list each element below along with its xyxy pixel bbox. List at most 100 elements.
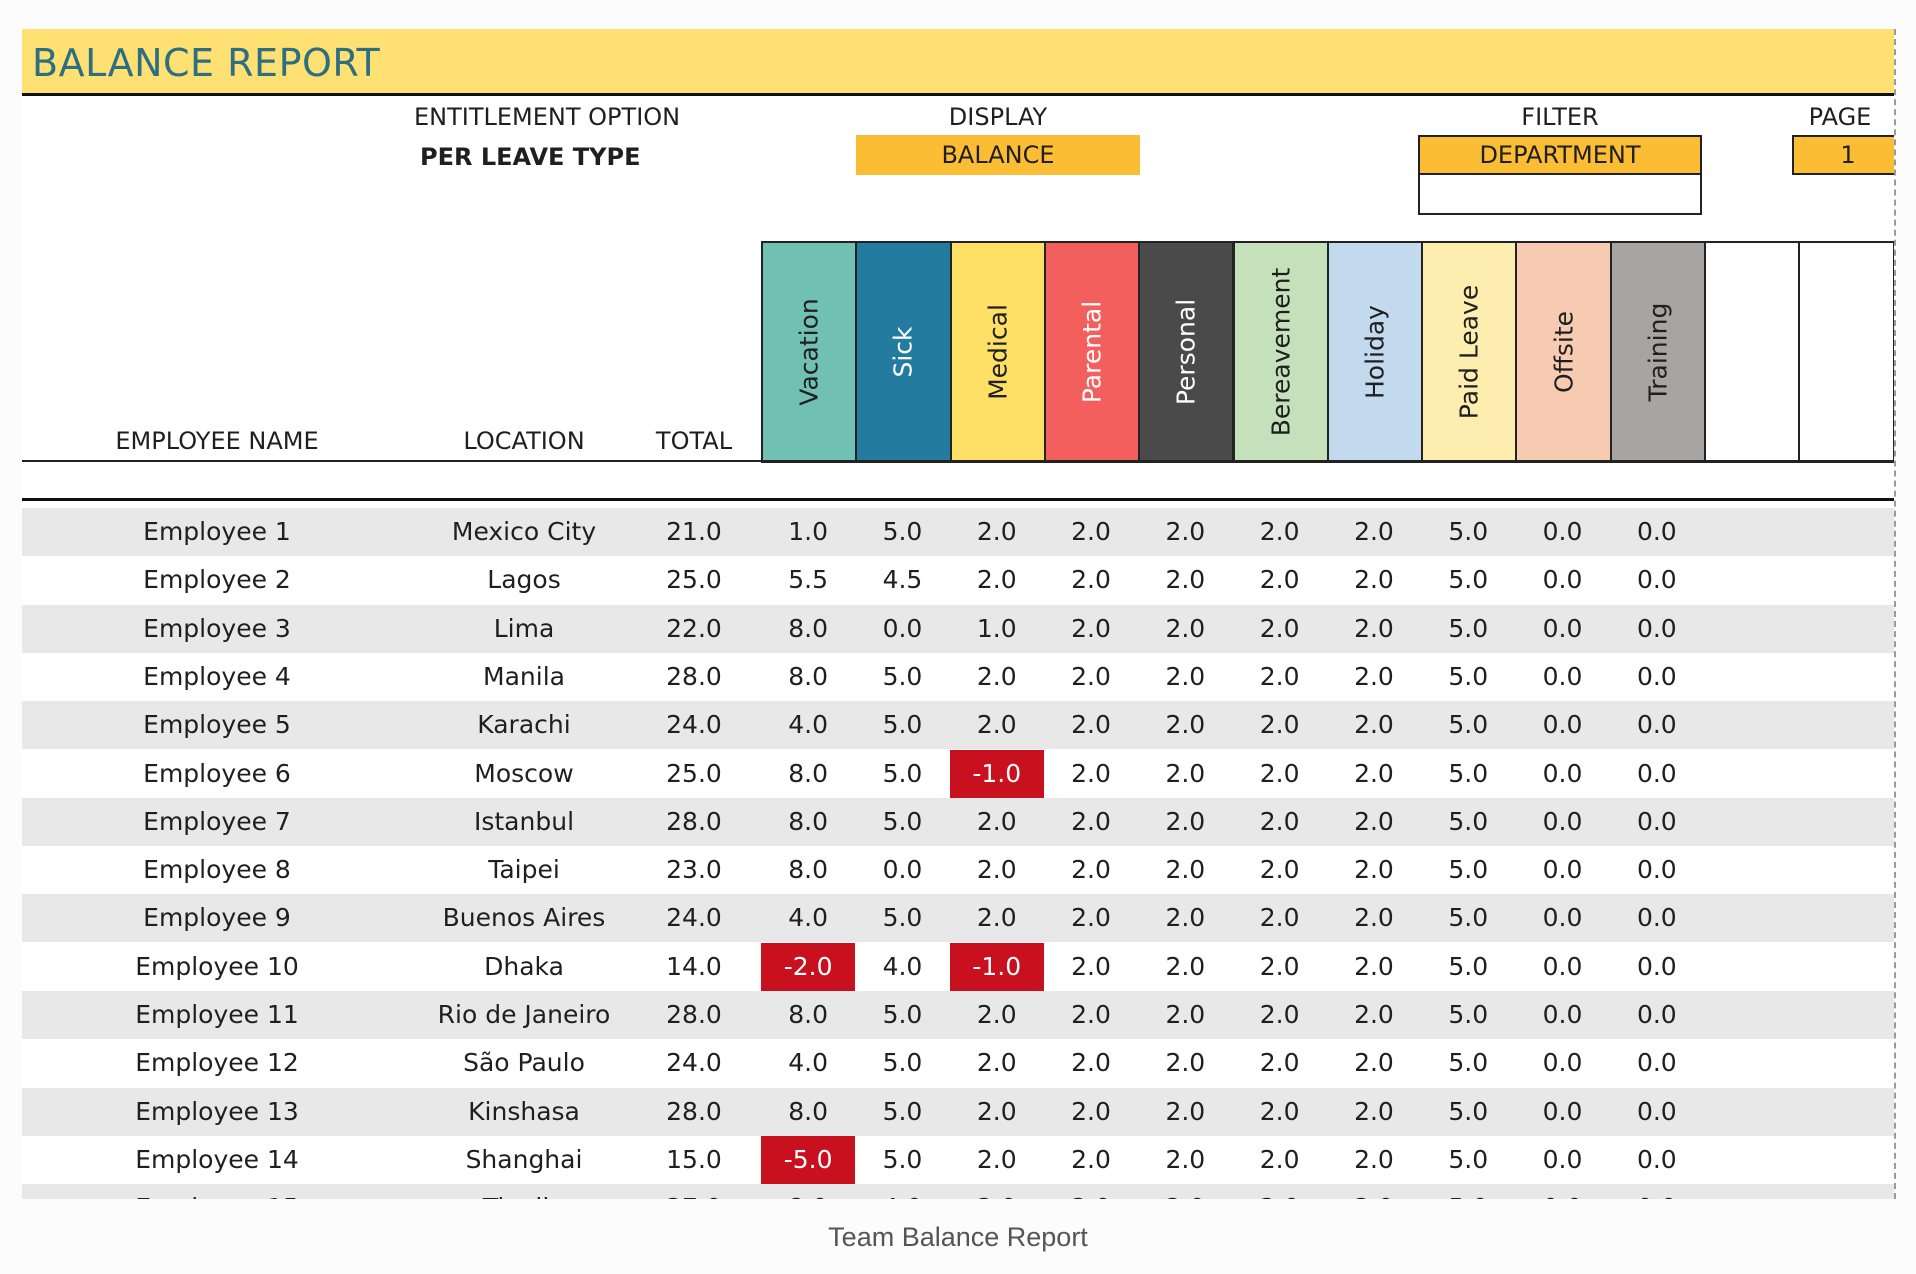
table-row[interactable]: Employee 7 Istanbul 28.0 8.0 5.0 2.0 2.0 2.0 2.0… <box>22 797 1894 846</box>
leave-type-header: Offsite <box>1515 241 1612 463</box>
balance-cell: 5.0 <box>882 1048 923 1078</box>
balance-cell: 5.0 <box>882 1000 923 1029</box>
report-title: BALANCE REPORT <box>32 41 381 85</box>
balance-cell: 0.0 <box>1636 1048 1677 1078</box>
leave-type-label: Bereavement <box>1266 267 1296 437</box>
balance-cell: 2.0 <box>976 855 1017 885</box>
table-row[interactable]: Employee 2 Lagos 25.0 5.5 4.5 2.0 2.0 2.0 2.0 2.0… <box>22 556 1894 604</box>
location-cell: Moscow <box>474 758 574 788</box>
table-row[interactable]: Employee 13 Kinshasa 28.0 8.0 5.0 2.0 2.0 2.0 2.… <box>22 1087 1894 1136</box>
total-cell: 22.0 <box>666 613 722 643</box>
table-row[interactable]: Employee 3 Lima 22.0 8.0 0.0 1.0 2.0 2.0 2.0 2.0 5… <box>22 604 1894 653</box>
balance-cell: -1.0 <box>949 942 1044 991</box>
employee-name-cell: Employee 5 <box>143 710 291 740</box>
table-row[interactable]: Employee 11 Rio de Janeiro 28.0 8.0 5.0 2.0 2.… <box>22 991 1894 1039</box>
total-cell: 14.0 <box>666 951 722 981</box>
balance-cell: 2.0 <box>1165 758 1206 788</box>
balance-cell: 2.0 <box>1071 855 1111 885</box>
display-select[interactable]: BALANCE <box>856 135 1140 175</box>
balance-cell: 5.0 <box>882 903 923 933</box>
leave-type-label: Parental <box>1077 300 1107 404</box>
balance-cell: 2.0 <box>1354 903 1394 933</box>
balance-cell: 0.0 <box>1636 565 1677 595</box>
page-number-input[interactable]: 1 <box>1792 135 1894 175</box>
balance-cell: 2.0 <box>1044 1184 1138 1199</box>
balance-cell: 2.0 <box>976 710 1017 740</box>
balance-cell: 5.0 <box>1448 1000 1489 1029</box>
balance-cell: 5.0 <box>1448 806 1489 836</box>
balance-cell: 5.0 <box>1448 758 1489 788</box>
balance-cell: 2.0 <box>1354 758 1394 788</box>
balance-cell: 2.0 <box>1233 1184 1327 1199</box>
employee-name-cell: Employee 8 <box>143 855 291 885</box>
balance-cell: 2.0 <box>1354 806 1394 836</box>
balance-cell: 5.0 <box>1448 1048 1489 1078</box>
balance-cell: 0.0 <box>1636 710 1677 740</box>
balance-cell: 2.0 <box>1259 758 1300 788</box>
leave-type-label: Training <box>1643 302 1673 402</box>
table-row[interactable]: Employee 12 São Paulo 24.0 4.0 5.0 2.0 2.0 2.0 2… <box>22 1039 1894 1087</box>
balance-cell: 2.0 <box>976 806 1017 836</box>
table-row[interactable]: Employee 4 Manila 28.0 8.0 5.0 2.0 2.0 2.0 2.0 2.… <box>22 653 1894 701</box>
entitlement-option-value[interactable]: PER LEAVE TYPE <box>420 143 641 171</box>
location-cell: Karachi <box>477 710 571 740</box>
total-cell: 27.0 <box>632 1184 756 1199</box>
filter-input[interactable] <box>1418 175 1702 215</box>
balance-cell: -2.0 <box>761 942 856 991</box>
balance-cell: 4.0 <box>882 951 923 981</box>
balance-cell: 2.0 <box>1071 517 1111 546</box>
leave-type-label: Sick <box>888 326 918 378</box>
balance-cell: 0.0 <box>1542 1096 1583 1126</box>
table-row[interactable]: Employee 8 Taipei 23.0 8.0 0.0 2.0 2.0 2.0 2.0 2.… <box>22 846 1894 894</box>
balance-cell: 0.0 <box>1542 806 1583 836</box>
balance-cell: 8.0 <box>761 1184 855 1199</box>
table-row[interactable]: Employee 10 Dhaka 14.0 -2.0 4.0 -1.0 2.0 2.0 2.0… <box>22 942 1894 991</box>
employee-name-cell: Employee 14 <box>135 1144 299 1174</box>
balance-cell: 5.0 <box>882 1096 923 1126</box>
balance-cell: 0.0 <box>1542 517 1583 546</box>
leave-type-label: Paid Leave <box>1454 284 1484 420</box>
employee-name-cell: Employee 15 <box>22 1184 412 1199</box>
employee-name-cell: Employee 12 <box>135 1048 299 1078</box>
filter-select[interactable]: DEPARTMENT <box>1418 135 1702 175</box>
employee-name-cell: Employee 6 <box>143 758 291 788</box>
total-cell: 28.0 <box>666 806 722 836</box>
location-cell: Buenos Aires <box>442 903 606 933</box>
balance-cell: 2.0 <box>1071 951 1111 981</box>
table-row[interactable]: Employee 6 Moscow 25.0 8.0 5.0 -1.0 2.0 2.0 2.0 2… <box>22 749 1894 798</box>
employee-name-cell: Employee 4 <box>143 661 291 691</box>
table-row[interactable]: Employee 15Tianjin27.08.04.02.02.02.02.0… <box>22 1184 1894 1199</box>
balance-cell: 0.0 <box>1542 758 1583 788</box>
balance-cell: 0.0 <box>1636 661 1677 691</box>
balance-cell: 0.0 <box>1636 1000 1677 1029</box>
table-row[interactable]: Employee 9 Buenos Aires 24.0 4.0 5.0 2.0 2.0 2.… <box>22 894 1894 943</box>
location-cell: Shanghai <box>465 1144 583 1174</box>
total-cell: 15.0 <box>666 1144 722 1174</box>
balance-cell: 8.0 <box>788 855 829 885</box>
balance-cell: 2.0 <box>1165 806 1206 836</box>
balance-cell: 1.0 <box>788 517 829 546</box>
balance-cell: 2.0 <box>1259 855 1300 885</box>
location-cell: Lima <box>493 613 555 643</box>
table-row[interactable]: Employee 14 Shanghai 15.0 -5.0 5.0 2.0 2.0 2.0 2… <box>22 1135 1894 1184</box>
balance-cell: 5.0 <box>1448 951 1489 981</box>
balance-cell: 5.0 <box>1448 1144 1489 1174</box>
balance-cell: 2.0 <box>1165 855 1206 885</box>
leave-type-header: Vacation <box>761 241 858 463</box>
balance-cell: 5.0 <box>1448 517 1489 546</box>
leave-type-label: Personal <box>1171 298 1201 406</box>
balance-cell: 2.0 <box>976 565 1017 595</box>
balance-cell: 4.0 <box>788 1048 829 1078</box>
balance-cell: 0.0 <box>1542 710 1583 740</box>
table-row[interactable]: Employee 1 Mexico City 21.0 1.0 5.0 2.0 2.0 2.0… <box>22 508 1894 556</box>
balance-cell: 2.0 <box>1165 1048 1206 1078</box>
location-cell: Manila <box>483 661 565 691</box>
employee-name-cell: Employee 11 <box>135 1000 299 1029</box>
balance-cell: 2.0 <box>1071 903 1111 933</box>
entitlement-option-label: ENTITLEMENT OPTION <box>414 103 681 131</box>
balance-cell: 2.0 <box>1165 661 1206 691</box>
balance-cell: 2.0 <box>1354 1096 1394 1126</box>
leave-type-header: Personal <box>1138 241 1235 463</box>
table-row[interactable]: Employee 5 Karachi 24.0 4.0 5.0 2.0 2.0 2.0 2.0 2… <box>22 701 1894 750</box>
leave-type-header: Training <box>1609 241 1706 463</box>
